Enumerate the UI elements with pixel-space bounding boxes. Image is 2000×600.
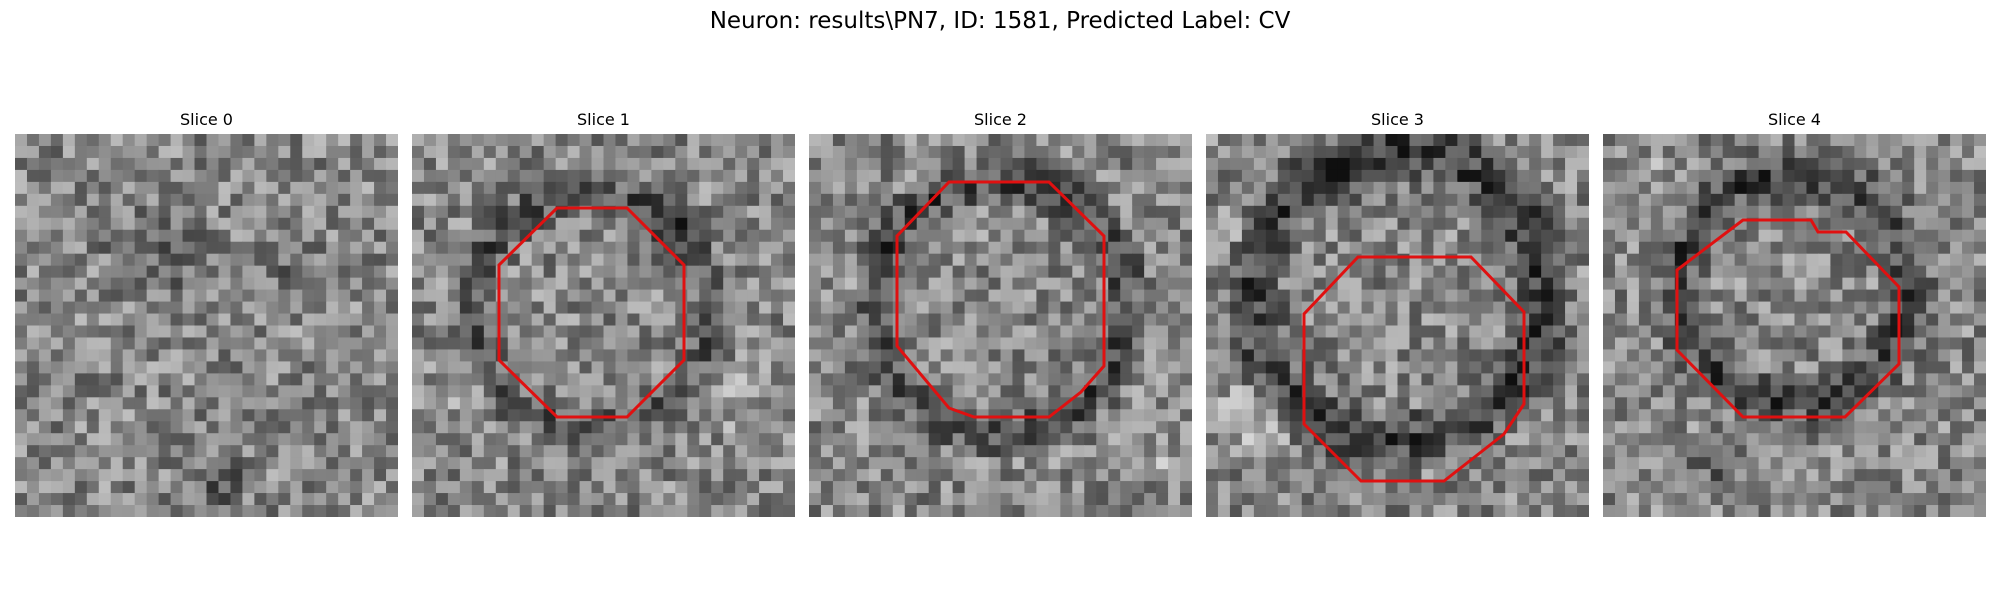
slice-panel-0: Slice 0 <box>15 110 398 517</box>
slice-image <box>15 134 398 517</box>
slice-title: Slice 1 <box>577 110 630 129</box>
slice-title: Slice 2 <box>974 110 1027 129</box>
slice-panel-2: Slice 2 <box>809 110 1192 517</box>
slice-image <box>412 134 795 517</box>
slice-title: Slice 4 <box>1768 110 1821 129</box>
slice-panel-4: Slice 4 <box>1603 110 1986 517</box>
slice-title: Slice 0 <box>180 110 233 129</box>
slice-panel-1: Slice 1 <box>412 110 795 517</box>
slice-panel-3: Slice 3 <box>1206 110 1589 517</box>
slice-image <box>809 134 1192 517</box>
slice-image <box>1206 134 1589 517</box>
figure-title: Neuron: results\PN7, ID: 1581, Predicted… <box>709 8 1291 34</box>
slice-title: Slice 3 <box>1371 110 1424 129</box>
roi-outline <box>1302 255 1526 483</box>
roi-outline <box>895 180 1106 419</box>
slice-image <box>1603 134 1986 517</box>
roi-outline <box>1675 218 1901 419</box>
roi-outline <box>497 206 686 419</box>
